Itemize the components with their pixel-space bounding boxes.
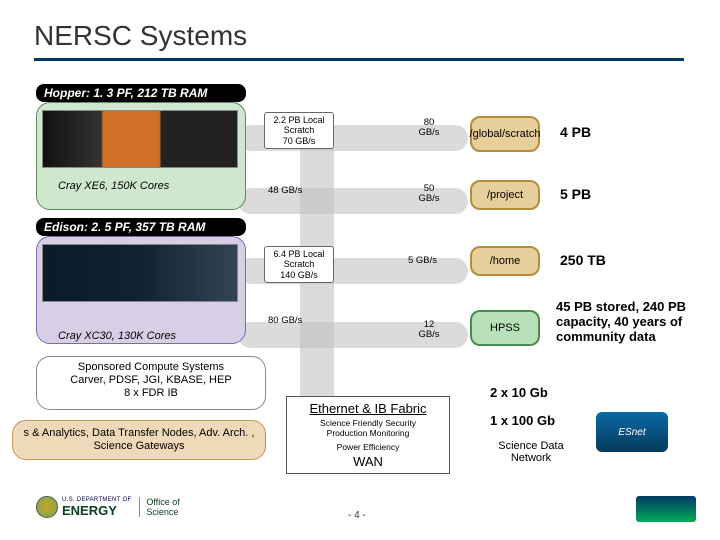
page-title: NERSC Systems [34,20,247,52]
hopper-photo [42,110,238,168]
fabric-l4: WAN [293,454,443,469]
hpss-store: HPSS [470,310,540,346]
hopper-caption: Cray XE6, 150K Cores [58,180,169,192]
services-box: s & Analytics, Data Transfer Nodes, Adv.… [12,420,266,460]
home-store: /home [470,246,540,276]
fabric-box: Ethernet & IB Fabric Science Friendly Se… [286,396,450,474]
hopper-scratch-l2: Scratch [269,125,329,135]
bw-home: 5 GB/s [408,256,437,266]
global-scratch-store: /global/scratch [470,116,540,152]
project-cap: 5 PB [560,186,591,202]
sponsored-l3: 8 x FDR IB [43,387,259,400]
fabric-l3: Power Efficiency [293,442,443,452]
energy-l2: ENERGY [62,503,131,518]
home-cap: 250 TB [560,252,606,268]
edison-caption: Cray XC30, 130K Cores [58,330,176,342]
edison-scratch-l3: 140 GB/s [269,270,329,280]
edison-bw-80: 80 GB/s [268,316,302,326]
hopper-header: Hopper: 1. 3 PF, 212 TB RAM [36,84,246,102]
services-text: s & Analytics, Data Transfer Nodes, Adv.… [19,427,259,453]
esnet-logo: ESnet [596,412,668,452]
edison-scratch-l1: 6.4 PB Local [269,249,329,259]
hopper-scratch-box: 2.2 PB Local Scratch 70 GB/s [264,112,334,149]
hopper-scratch-l1: 2.2 PB Local [269,115,329,125]
edison-header: Edison: 2. 5 PF, 357 TB RAM [36,218,246,236]
project-store: /project [470,180,540,210]
fabric-l2: Production Monitoring [293,428,443,438]
title-underline [34,58,684,61]
wan-l3: Science Data Network [486,440,576,464]
hopper-scratch-l3: 70 GB/s [269,136,329,146]
hpss-cap: 45 PB stored, 240 PB capacity, 40 years … [556,300,716,345]
bw-hpss: 12 GB/s [414,320,444,341]
edison-photo [42,244,238,302]
energy-logo: U.S. DEPARTMENT OF ENERGY Office of Scie… [36,496,180,518]
global-scratch-cap: 4 PB [560,124,591,140]
doe-seal-icon [36,496,58,518]
edison-bw-out: 50 GB/s [414,184,444,205]
hopper-bw-mid: 48 GB/s [268,186,302,196]
sponsored-l2: Carver, PDSF, JGI, KBASE, HEP [43,374,259,387]
fabric-title: Ethernet & IB Fabric [293,401,443,416]
page-number: - 4 - [348,510,366,521]
office-l1: Office of [146,497,179,507]
wan-l1: 2 x 10 Gb [490,386,548,401]
sponsored-box: Sponsored Compute Systems Carver, PDSF, … [36,356,266,410]
edison-scratch-l2: Scratch [269,259,329,269]
edison-scratch-box: 6.4 PB Local Scratch 140 GB/s [264,246,334,283]
sponsored-l1: Sponsored Compute Systems [43,361,259,374]
lbnl-logo [636,496,696,522]
fabric-l1: Science Friendly Security [293,418,443,428]
energy-l1: U.S. DEPARTMENT OF [62,497,131,503]
office-l2: Science [146,507,179,517]
hopper-bw-out: 80 GB/s [414,118,444,139]
wan-l2: 1 x 100 Gb [490,414,555,429]
